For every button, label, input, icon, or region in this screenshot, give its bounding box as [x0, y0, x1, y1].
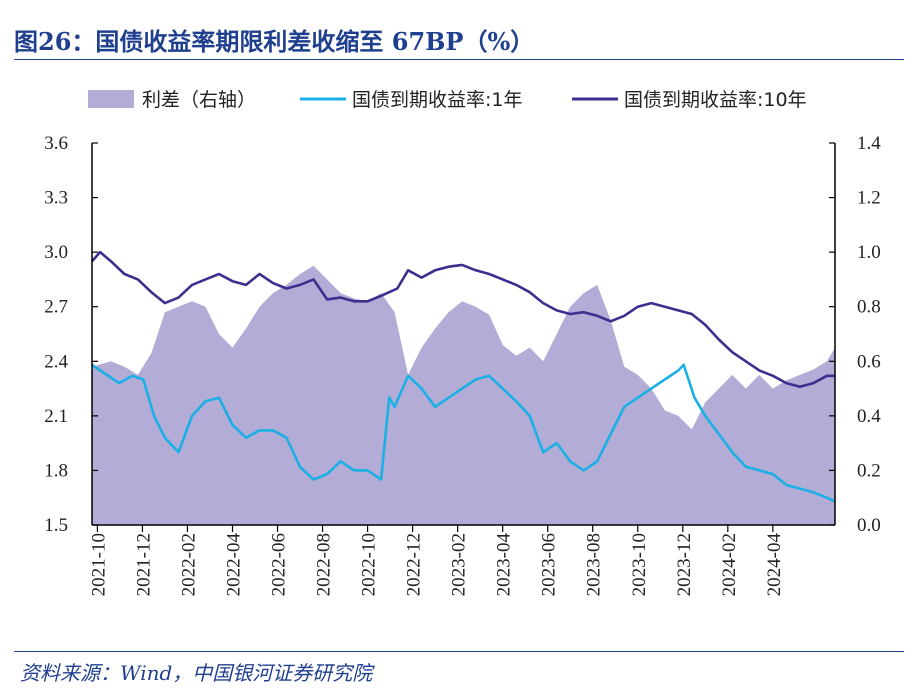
y-right-tick-label: 1.2: [857, 188, 881, 209]
x-tick-label: 2023-10: [629, 533, 650, 596]
y-left-tick-label: 3.3: [44, 188, 68, 209]
y-left-tick-label: 1.8: [44, 460, 68, 481]
legend-label-spread: 利差（右轴）: [142, 89, 256, 111]
y-right-tick-label: 0.2: [857, 460, 881, 481]
spread-yield-chart: 利差（右轴） 国债到期收益率:1年 国债到期收益率:10年 3.6 3.3 3.0 2.7…: [44, 89, 881, 596]
spread-area: [92, 265, 835, 525]
x-tick-label: 2024-04: [764, 533, 785, 597]
x-tick-label: 2023-02: [449, 533, 470, 596]
x-tick-label: 2023-12: [674, 533, 695, 596]
x-tick-label: 2023-06: [539, 533, 560, 596]
yield-lines-layer: [91, 250, 836, 503]
x-tick-label: 2021-10: [88, 533, 109, 596]
y-left-tick-label: 1.5: [44, 515, 68, 536]
spread-area-layer: [92, 265, 835, 525]
legend-swatch-spread: [88, 90, 134, 108]
figure-title: 图26：国债收益率期限利差收缩至 67BP（%）: [14, 27, 535, 56]
y-right-tick-label: 0.6: [857, 351, 881, 372]
y-right-tick-label: 0.0: [857, 515, 881, 536]
y-left-tick-label: 3.6: [44, 133, 68, 154]
x-tick-label: 2022-06: [269, 533, 290, 596]
x-tick-label: 2024-02: [719, 533, 740, 596]
x-tick-label: 2022-12: [404, 533, 425, 596]
y-right-tick-label: 1.0: [857, 242, 881, 263]
y-left-tick-label: 2.1: [44, 406, 68, 427]
y-left-tick-label: 2.7: [44, 297, 68, 318]
yield-10y-line: [91, 250, 835, 389]
y-left-tick-label: 2.4: [44, 351, 68, 372]
x-tick-label: 2022-02: [178, 533, 199, 596]
x-tick-label: 2022-08: [314, 533, 335, 596]
source-note: 资料来源：Wind，中国银河证券研究院: [20, 661, 373, 685]
x-tick-label: 2022-04: [223, 533, 244, 597]
axes: 3.6 3.3 3.0 2.7 2.4 2.1 1.8 1.5 1.4 1.2 1.0 0.8 0.6 0…: [44, 133, 881, 596]
title-rule: [14, 59, 904, 60]
x-tick-label: 2023-08: [584, 533, 605, 596]
y-right-tick-label: 0.8: [857, 297, 881, 318]
yield-1y-line: [91, 363, 836, 503]
y-right-tick-label: 0.4: [857, 406, 881, 427]
y-right-tick-label: 1.4: [857, 133, 881, 154]
x-tick-label: 2023-04: [494, 533, 515, 597]
x-tick-label: 2022-10: [359, 533, 380, 596]
legend: 利差（右轴） 国债到期收益率:1年 国债到期收益率:10年: [88, 89, 807, 111]
legend-label-1y: 国债到期收益率:1年: [352, 89, 523, 111]
y-left-tick-label: 3.0: [44, 242, 68, 263]
legend-label-10y: 国债到期收益率:10年: [624, 89, 807, 111]
x-tick-label: 2021-12: [133, 533, 154, 596]
source-rule: [14, 651, 904, 652]
